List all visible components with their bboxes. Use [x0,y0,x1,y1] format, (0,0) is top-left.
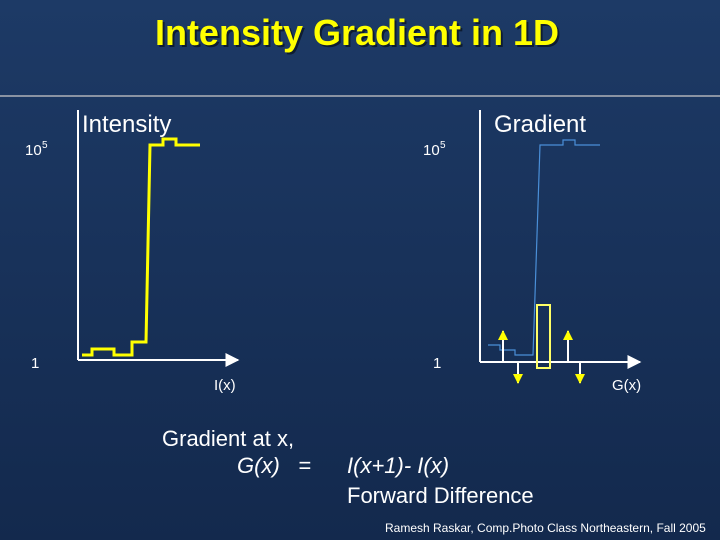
formula-intro: Gradient at x, [162,426,294,451]
top-label: 10 [25,142,42,159]
formula-lhs: G(x) = [237,453,311,478]
title-shadow: Intensity Gradient in 1D [157,14,561,55]
title: Intensity Gradient in 1D [155,12,559,53]
formula-rhs: I(x+1)- I(x) [347,453,449,478]
bottom-label: 1 [433,355,441,372]
formula-name: Forward Difference [347,483,534,508]
intensity-signal [82,137,200,357]
plot-title: Intensity [82,111,171,138]
top-label-exponent: 5 [440,140,446,151]
gradient-signal [488,139,600,356]
top-label: 10 [423,142,440,159]
credit: Ramesh Raskar, Comp.Photo Class Northeas… [385,521,706,535]
top-label-exponent: 5 [42,140,48,151]
bottom-label: 1 [31,355,39,372]
axis-label: I(x) [214,377,236,394]
plot-title: Gradient [494,111,586,138]
axis-label: G(x) [612,377,641,394]
gradient-bar [536,304,551,369]
